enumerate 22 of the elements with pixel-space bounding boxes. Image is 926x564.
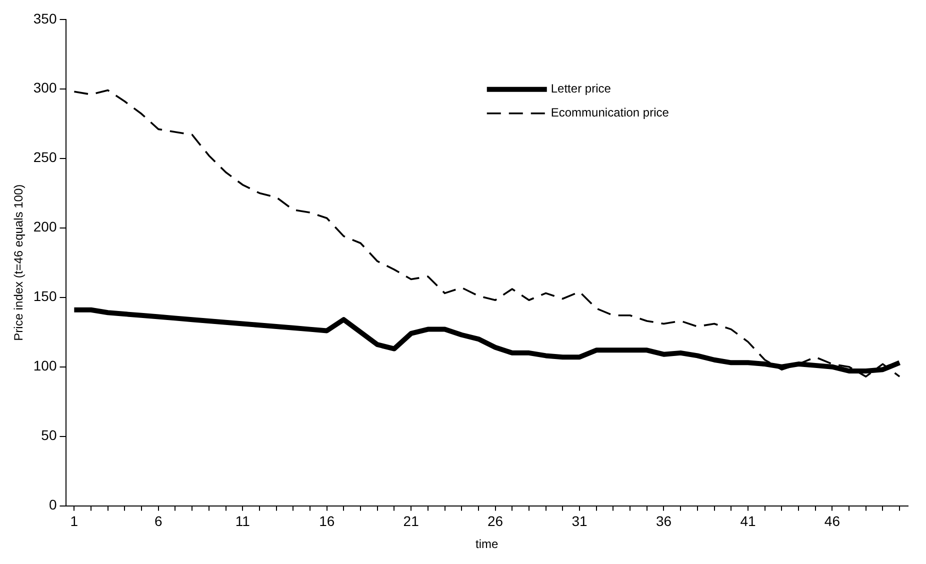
x-tick-label: 41 xyxy=(740,513,756,530)
y-axis-title: Price index (t=46 equals 100) xyxy=(12,184,26,341)
x-tick-label: 6 xyxy=(154,513,163,530)
x-tick-label: 21 xyxy=(403,513,420,530)
legend-label: Letter price xyxy=(550,82,612,96)
x-tick-label: 11 xyxy=(235,513,250,530)
y-tick-label: 300 xyxy=(33,80,57,96)
x-tick-label: 31 xyxy=(572,513,588,530)
y-tick-label: 350 xyxy=(33,10,57,26)
x-tick-label: 36 xyxy=(656,513,672,530)
x-tick-label: 1 xyxy=(70,513,78,530)
x-tick-label: 46 xyxy=(824,513,840,530)
y-tick-label: 50 xyxy=(41,427,57,444)
y-tick-label: 200 xyxy=(33,218,57,235)
legend-label: Ecommunication price xyxy=(550,106,670,120)
y-tick-label: 0 xyxy=(48,496,57,513)
y-tick-label: 250 xyxy=(33,149,57,166)
x-tick-label: 26 xyxy=(488,513,504,530)
x-axis-title: time xyxy=(476,537,499,552)
y-tick-label: 150 xyxy=(33,288,57,304)
x-tick-label: 16 xyxy=(319,513,335,530)
y-tick-label: 100 xyxy=(33,358,57,374)
